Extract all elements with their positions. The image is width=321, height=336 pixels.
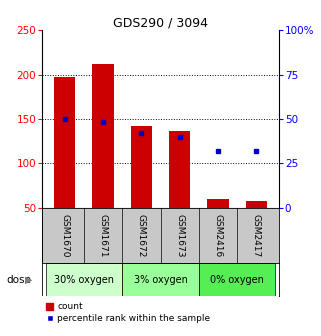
Bar: [169, 131, 190, 208]
Text: GSM1673: GSM1673: [175, 214, 184, 257]
Text: GSM1672: GSM1672: [137, 214, 146, 257]
Bar: [207, 199, 229, 208]
Text: 30% oxygen: 30% oxygen: [54, 275, 114, 285]
Text: GSM2417: GSM2417: [252, 214, 261, 257]
Text: GSM1671: GSM1671: [99, 214, 108, 257]
Bar: [54, 77, 75, 208]
Text: dose: dose: [6, 275, 31, 285]
Title: GDS290 / 3094: GDS290 / 3094: [113, 16, 208, 29]
Bar: [46, 263, 122, 296]
Text: 0% oxygen: 0% oxygen: [210, 275, 264, 285]
Bar: [199, 263, 275, 296]
Bar: [131, 126, 152, 208]
Legend: count, percentile rank within the sample: count, percentile rank within the sample: [46, 302, 210, 323]
Text: GSM2416: GSM2416: [213, 214, 222, 257]
Bar: [122, 263, 199, 296]
Text: ▶: ▶: [25, 275, 33, 285]
Text: GSM1670: GSM1670: [60, 214, 69, 257]
Bar: [246, 201, 267, 208]
Bar: [92, 64, 114, 208]
Text: 3% oxygen: 3% oxygen: [134, 275, 187, 285]
